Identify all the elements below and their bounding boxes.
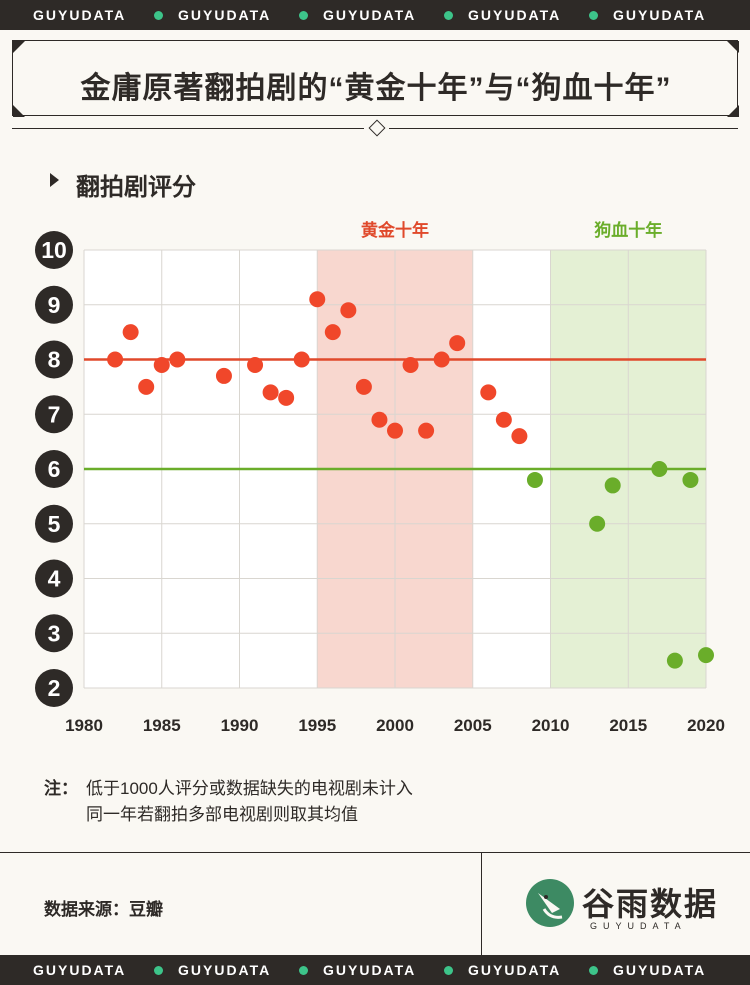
y-tick-badge: [35, 504, 73, 543]
data-point: [666, 652, 683, 669]
footer-divider: [481, 853, 482, 955]
x-tick-label: 2015: [609, 716, 647, 735]
banner-text: GUYUDATA: [613, 7, 707, 23]
data-point: [293, 351, 310, 368]
y-tick-label: 3: [48, 620, 61, 646]
data-point: [278, 389, 295, 406]
data-point: [495, 411, 512, 428]
data-point: [169, 351, 186, 368]
y-tick-badge: [35, 231, 73, 269]
data-point: [682, 471, 699, 488]
y-tick-label: 9: [48, 292, 61, 318]
data-point: [526, 471, 543, 488]
chart-subtitle: 翻拍剧评分: [76, 174, 196, 201]
banner-text: GUYUDATA: [468, 962, 562, 978]
data-point: [418, 422, 435, 439]
data-point: [122, 324, 139, 341]
y-tick-badge: [35, 614, 73, 653]
brand-logo-text: 谷雨数据: [582, 885, 719, 923]
banner-dot-icon: [299, 11, 308, 20]
y-tick-label: 7: [48, 401, 61, 427]
y-tick-badge: [35, 340, 73, 379]
data-point: [309, 291, 326, 308]
y-tick-badge: [35, 285, 73, 324]
data-point: [107, 351, 124, 368]
data-point: [651, 461, 668, 477]
divider-right: [389, 128, 738, 129]
banner-dot-icon: [589, 11, 598, 20]
note-label: 注：: [44, 779, 78, 798]
y-tick-label: 10: [41, 237, 67, 263]
y-tick-badge: [35, 450, 73, 488]
banner-text: GUYUDATA: [33, 7, 127, 23]
x-tick-label: 1980: [65, 716, 103, 735]
banner-dot-icon: [299, 966, 308, 975]
divider-left: [12, 128, 364, 129]
data-point: [324, 324, 341, 341]
note-line-2: 同一年若翻拍多部电视剧则取其均值: [86, 805, 358, 824]
banner-dot-icon: [444, 11, 453, 20]
banner-dot-icon: [444, 966, 453, 975]
x-tick-label: 2000: [376, 716, 414, 735]
banner-text: GUYUDATA: [323, 962, 417, 978]
data-point: [589, 515, 606, 532]
data-point: [247, 356, 264, 373]
data-point: [138, 378, 155, 395]
banner-text: GUYUDATA: [178, 7, 272, 23]
data-point: [153, 356, 170, 373]
data-point: [215, 367, 232, 384]
data-point: [402, 356, 419, 373]
y-tick-badge: [35, 395, 73, 434]
x-tick-label: 1995: [298, 716, 336, 735]
data-point: [371, 411, 388, 428]
banner-text: GUYUDATA: [468, 7, 562, 23]
data-point: [511, 428, 528, 445]
data-point: [262, 384, 279, 401]
footer: 数据来源：豆瓣 谷雨数据 GUYUDATA: [0, 852, 750, 955]
x-tick-label: 1985: [143, 716, 181, 735]
data-point: [387, 422, 403, 439]
shaded-range-label: 狗血十年: [594, 220, 662, 240]
banner-dot-icon: [589, 966, 598, 975]
data-point: [449, 335, 466, 352]
note-line-1: 低于1000人评分或数据缺失的电视剧未计入: [86, 779, 413, 798]
title-box: 金庸原著翻拍剧的“黄金十年”与“狗血十年”: [12, 40, 739, 117]
banner-text: GUYUDATA: [323, 7, 417, 23]
banner-dot-icon: [154, 11, 163, 20]
y-tick-label: 2: [48, 675, 61, 701]
banner-text: GUYUDATA: [33, 962, 127, 978]
data-point: [433, 351, 450, 368]
y-tick-badge: [35, 669, 73, 707]
banner-dot-icon: [154, 966, 163, 975]
bird-icon: [526, 879, 574, 927]
title-box-corners: [13, 41, 739, 117]
y-tick-label: 8: [48, 347, 61, 373]
x-tick-label: 2005: [454, 716, 492, 735]
y-tick-badge: [35, 559, 73, 598]
data-point: [355, 378, 372, 395]
shaded-range-label: 黄金十年: [361, 220, 429, 240]
banner-text: GUYUDATA: [613, 962, 707, 978]
page-title: 金庸原著翻拍剧的“黄金十年”与“狗血十年”: [80, 72, 672, 105]
data-point: [480, 384, 497, 401]
x-tick-label: 2020: [687, 716, 725, 735]
data-point: [698, 647, 714, 664]
y-tick-label: 6: [48, 456, 61, 482]
data-point: [604, 477, 621, 494]
y-tick-label: 5: [48, 511, 61, 537]
bird-icon-shape: [538, 893, 563, 919]
data-source: 数据来源：豆瓣: [44, 900, 163, 919]
top-banner: GUYUDATA GUYUDATA GUYUDATA GUYUDATA GUYUDATA: [0, 0, 750, 30]
data-point: [340, 302, 357, 319]
brand-logo-subtext: GUYUDATA: [590, 921, 687, 931]
y-tick-label: 4: [48, 566, 61, 592]
x-tick-label: 1990: [221, 716, 259, 735]
bottom-banner: GUYUDATA GUYUDATA GUYUDATA GUYUDATA GUYUDATA: [0, 955, 750, 985]
banner-text: GUYUDATA: [178, 962, 272, 978]
triangle-bullet-icon: [50, 173, 59, 187]
x-tick-label: 2010: [532, 716, 570, 735]
